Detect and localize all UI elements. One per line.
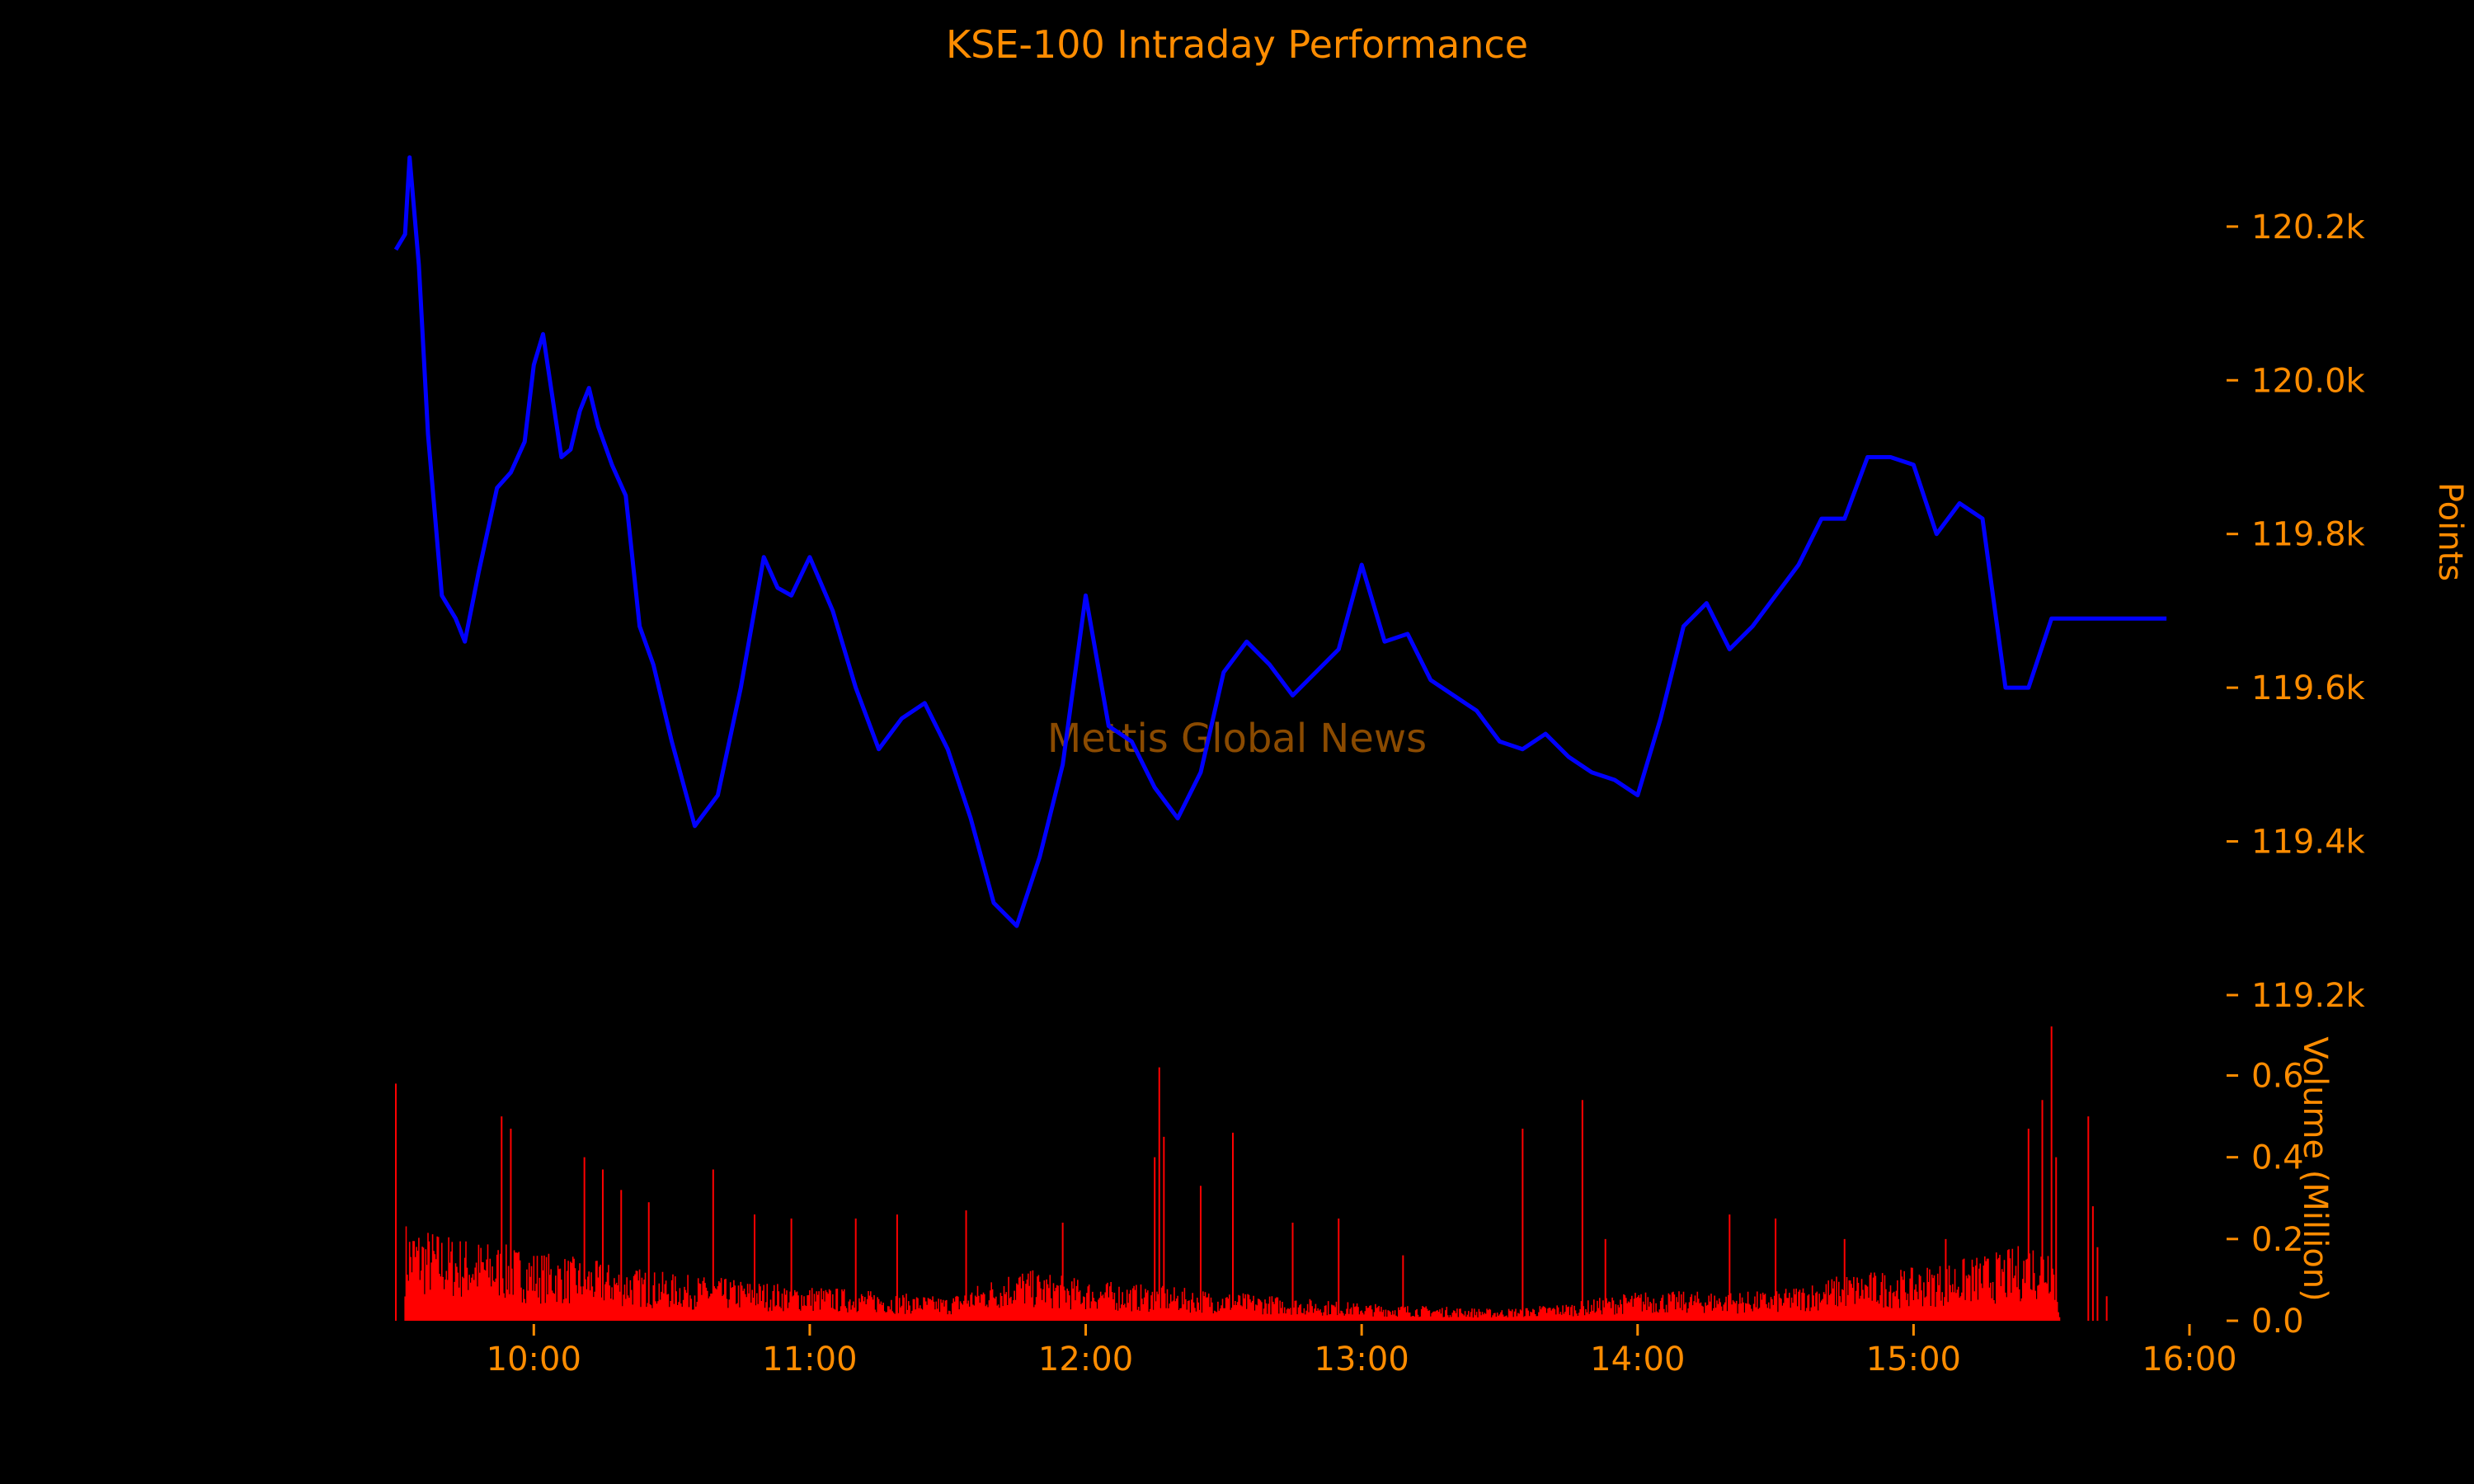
time-tick-label: 10:00 <box>487 1341 581 1378</box>
price-axis-label: Points <box>2431 482 2469 581</box>
price-line <box>393 155 2167 928</box>
time-tick-label: 12:00 <box>1038 1341 1133 1378</box>
volume-tick-label: 0.6 <box>2251 1058 2304 1096</box>
volume-tick-label: 0.0 <box>2251 1303 2304 1341</box>
price-series <box>393 155 2167 928</box>
price-tick-label: 120.0k <box>2251 362 2366 400</box>
volume-bars <box>395 1026 2108 1321</box>
price-tick-label: 119.4k <box>2251 824 2366 862</box>
price-tick-label: 119.8k <box>2251 516 2366 554</box>
time-tick-label: 14:00 <box>1590 1341 1685 1378</box>
volume-axis: 0.0 0.2 0.4 0.6 <box>2227 1058 2304 1341</box>
time-tick-label: 16:00 <box>2142 1341 2236 1378</box>
volume-baseline-bars <box>404 1226 2061 1321</box>
time-axis: 10:00 11:00 12:00 13:00 14:00 15:00 16:00 <box>487 1324 2237 1378</box>
watermark-text: Mettis Global News <box>1047 716 1427 762</box>
volume-axis-label: Volume (Million) <box>2296 1036 2334 1301</box>
time-tick-label: 11:00 <box>762 1341 857 1378</box>
chart-title: KSE-100 Intraday Performance <box>946 22 1528 67</box>
volume-tick-label: 0.2 <box>2251 1221 2304 1259</box>
price-tick-label: 119.6k <box>2251 669 2366 707</box>
price-axis: 119.2k 119.4k 119.6k 119.8k 120.0k 120.2k <box>2227 209 2366 1015</box>
price-tick-label: 120.2k <box>2251 209 2366 247</box>
time-tick-label: 13:00 <box>1315 1341 1409 1378</box>
time-tick-label: 15:00 <box>1866 1341 1961 1378</box>
price-tick-label: 119.2k <box>2251 977 2366 1015</box>
volume-tick-label: 0.4 <box>2251 1139 2304 1177</box>
